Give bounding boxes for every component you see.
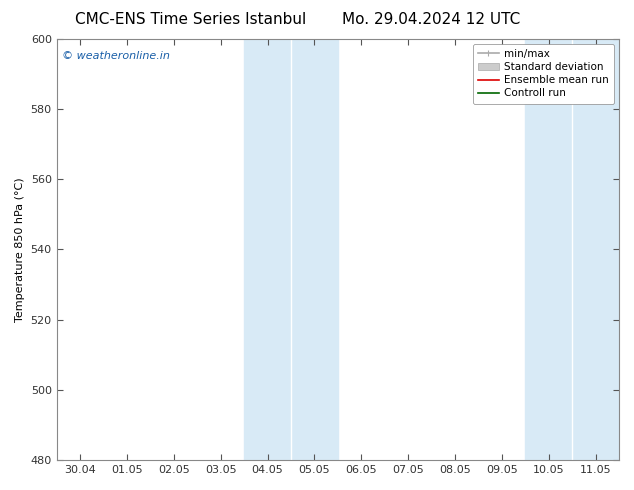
Text: Mo. 29.04.2024 12 UTC: Mo. 29.04.2024 12 UTC <box>342 12 521 27</box>
Text: CMC-ENS Time Series Istanbul: CMC-ENS Time Series Istanbul <box>75 12 306 27</box>
Bar <box>526 39 619 460</box>
Text: © weatheronline.in: © weatheronline.in <box>62 51 170 61</box>
Legend: min/max, Standard deviation, Ensemble mean run, Controll run: min/max, Standard deviation, Ensemble me… <box>472 44 614 103</box>
Bar <box>244 39 338 460</box>
Y-axis label: Temperature 850 hPa (°C): Temperature 850 hPa (°C) <box>15 177 25 321</box>
